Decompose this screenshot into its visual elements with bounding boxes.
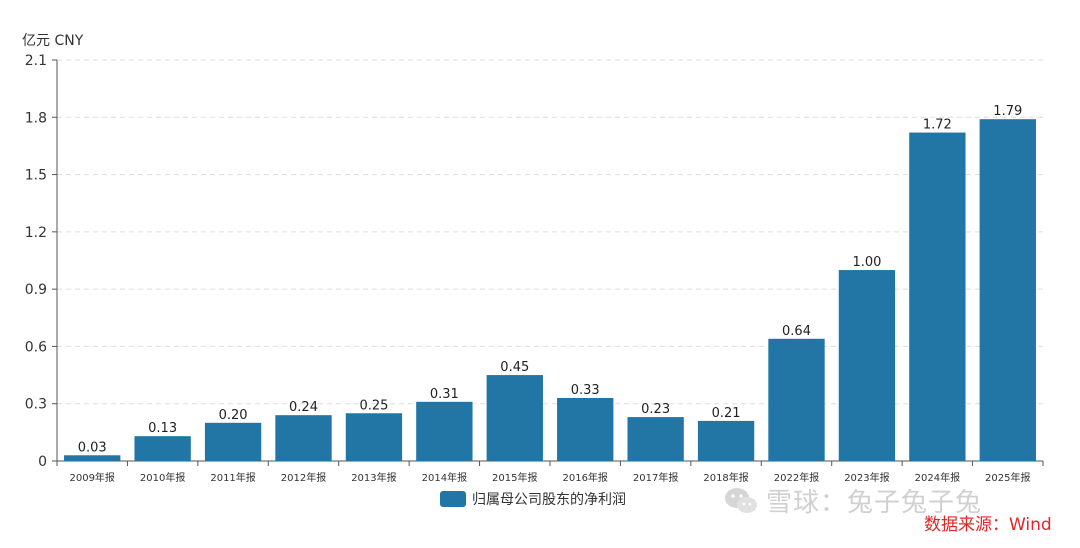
x-tick-label: 2011年报 bbox=[210, 471, 255, 484]
x-tick-label: 2023年报 bbox=[844, 471, 889, 484]
bar-value-label: 0.13 bbox=[148, 421, 177, 436]
bar-value-label: 0.03 bbox=[78, 440, 107, 455]
y-axis-unit-label: 亿元 CNY bbox=[22, 33, 84, 49]
bar-value-label: 0.25 bbox=[359, 398, 388, 413]
bar bbox=[768, 338, 825, 461]
y-tick-label: 1.2 bbox=[25, 225, 47, 241]
wechat-icon bbox=[725, 487, 757, 513]
bar bbox=[557, 397, 614, 461]
x-tick-label: 2022年报 bbox=[774, 471, 819, 484]
bar-value-label: 1.72 bbox=[923, 118, 952, 133]
y-tick-label: 1.5 bbox=[25, 168, 47, 184]
x-tick-label: 2017年报 bbox=[633, 471, 678, 484]
bar bbox=[909, 132, 966, 462]
bar-value-label: 1.00 bbox=[852, 255, 881, 270]
y-tick-label: 0.3 bbox=[25, 397, 47, 413]
y-tick-label: 1.8 bbox=[25, 110, 47, 126]
y-tick-label: 0.6 bbox=[25, 339, 47, 355]
bar-value-label: 1.79 bbox=[993, 104, 1022, 119]
bar bbox=[697, 420, 755, 461]
bar bbox=[134, 436, 191, 461]
x-tick-label: 2018年报 bbox=[703, 471, 748, 484]
bar bbox=[64, 455, 121, 461]
bar-value-label: 0.45 bbox=[500, 360, 529, 375]
bar bbox=[838, 270, 896, 461]
bar-value-label: 0.23 bbox=[641, 402, 670, 417]
bar-value-label: 0.20 bbox=[219, 408, 248, 423]
watermark-text: 雪球：兔子兔子兔 bbox=[766, 488, 983, 518]
bar-value-label: 0.33 bbox=[571, 383, 600, 398]
bar bbox=[275, 415, 332, 461]
x-tick-label: 2012年报 bbox=[281, 471, 326, 484]
data-source-note: 数据来源：Wind bbox=[924, 515, 1052, 535]
legend-label: 归属母公司股东的净利润 bbox=[472, 492, 626, 508]
y-tick-label: 2.1 bbox=[25, 53, 47, 69]
bar bbox=[345, 413, 403, 461]
y-tick-label: 0.9 bbox=[25, 282, 47, 298]
bar bbox=[204, 422, 262, 461]
legend-swatch bbox=[440, 491, 466, 507]
bar bbox=[486, 375, 543, 461]
bar-value-label: 0.31 bbox=[430, 387, 459, 402]
bar bbox=[979, 119, 1036, 461]
x-tick-label: 2016年报 bbox=[562, 471, 607, 484]
bar-value-label: 0.64 bbox=[782, 324, 811, 339]
bar-value-label: 0.24 bbox=[289, 400, 318, 415]
bar bbox=[416, 401, 473, 461]
bar bbox=[627, 417, 684, 461]
bar-value-label: 0.21 bbox=[712, 406, 741, 421]
x-tick-label: 2025年报 bbox=[985, 471, 1030, 484]
y-tick-label: 0 bbox=[38, 454, 47, 470]
x-tick-label: 2024年报 bbox=[915, 471, 960, 484]
x-tick-label: 2013年报 bbox=[351, 471, 396, 484]
x-tick-label: 2014年报 bbox=[422, 471, 467, 484]
watermark: 雪球：兔子兔子兔 bbox=[724, 482, 982, 519]
legend: 归属母公司股东的净利润 bbox=[440, 489, 626, 509]
x-tick-label: 2009年报 bbox=[69, 471, 114, 484]
x-tick-label: 2015年报 bbox=[492, 471, 537, 484]
x-tick-label: 2010年报 bbox=[140, 471, 185, 484]
